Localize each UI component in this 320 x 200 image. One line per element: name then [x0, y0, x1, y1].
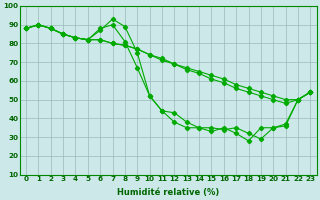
X-axis label: Humidité relative (%): Humidité relative (%) — [117, 188, 219, 197]
